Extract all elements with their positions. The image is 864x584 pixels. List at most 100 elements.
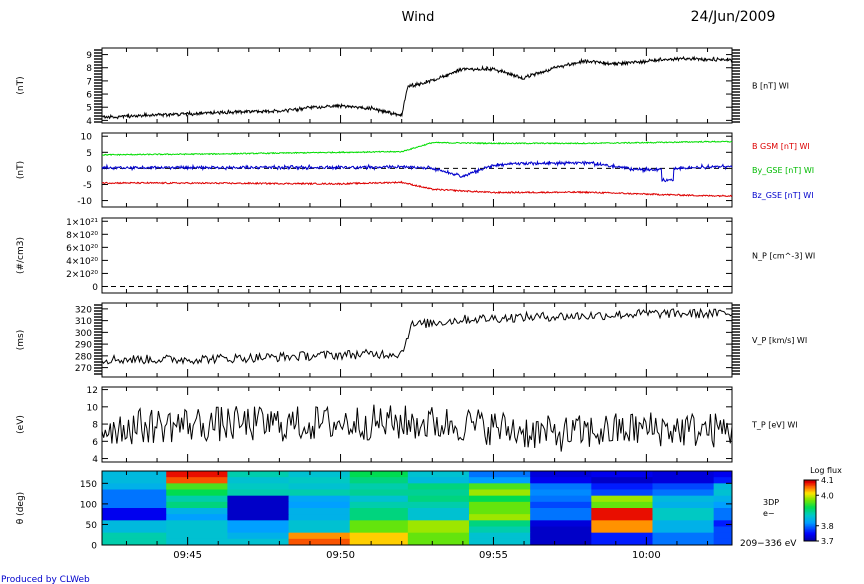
series-label: B [nT] WI [752, 82, 789, 91]
heatmap-cell [166, 526, 228, 534]
y-tick-label: -5 [83, 181, 92, 191]
heatmap-cell [288, 520, 351, 527]
heatmap-cell [102, 477, 167, 484]
heatmap-cell [102, 495, 167, 503]
heatmap-cell [652, 532, 715, 540]
y-tick-label: 6 [92, 438, 98, 448]
y-axis-label: (ms) [16, 330, 26, 350]
heatmap-cell [530, 526, 592, 534]
energy-range-label: 209−336 eV [740, 539, 797, 549]
heatmap-cell [349, 520, 409, 527]
y-tick-label: 8×10²⁰ [66, 231, 98, 241]
y-axis-label: (nT) [16, 76, 26, 94]
heatmap-cell [652, 495, 715, 503]
colorbar-swatch [804, 525, 816, 528]
heatmap-cell [591, 495, 653, 503]
y-tick-label: 1×10²¹ [66, 218, 98, 228]
y-tick-label: 6×10²⁰ [66, 244, 98, 254]
heatmap-cell [166, 495, 228, 503]
heatmap-cell [530, 514, 592, 521]
heatmap-cell [713, 520, 733, 527]
heatmap-cell [468, 483, 531, 490]
particle-label: e− [763, 509, 775, 518]
heatmap-cell [591, 471, 653, 478]
heatmap-cell [166, 483, 228, 490]
heatmap-cell [288, 489, 351, 497]
y-tick-label: 7 [86, 77, 92, 87]
y-tick-label: 0 [92, 283, 98, 293]
series-label: T_P [eV] WI [751, 421, 798, 430]
heatmap-cell [407, 489, 470, 497]
heatmap-cell [407, 495, 470, 503]
heatmap-cell [468, 489, 531, 497]
heatmap-cell [166, 520, 228, 527]
panel-frame-5 [101, 386, 733, 463]
heatmap-cell [166, 538, 228, 546]
heatmap-cell [227, 471, 290, 478]
heatmap-cell [349, 489, 409, 497]
heatmap-cell [102, 501, 167, 509]
heatmap-cell [349, 526, 409, 534]
heatmap-cell [591, 477, 653, 484]
heatmap-cell [652, 526, 715, 534]
y-tick-label: 50 [86, 521, 98, 531]
heatmap-cell [468, 471, 531, 478]
heatmap-cell [227, 489, 290, 497]
colorbar-swatch [804, 537, 816, 540]
heatmap-cell [102, 489, 167, 497]
heatmap-cell [166, 471, 228, 478]
heatmap-cell [227, 538, 290, 546]
heatmap-cell [407, 514, 470, 521]
series-line-bz-gse [101, 180, 733, 198]
heatmap-cell [530, 495, 592, 503]
colorbar-swatch [804, 522, 816, 525]
heatmap-cell [349, 483, 409, 490]
heatmap-cell [349, 514, 409, 521]
heatmap-cell [166, 489, 228, 497]
heatmap-cell [713, 532, 733, 540]
heatmap-cell [468, 495, 531, 503]
y-tick-label: 6 [86, 91, 92, 101]
colorbar-tick-label: 3.7 [821, 537, 834, 546]
heatmap-cell [468, 477, 531, 484]
heatmap-cell [227, 501, 290, 509]
y-axis-label: (#/cm3) [16, 237, 26, 274]
colorbar-swatch [804, 501, 816, 504]
y-tick-label: 310 [75, 317, 92, 327]
panel-frame-2 [101, 132, 733, 208]
panel-frame-6 [101, 470, 733, 546]
heatmap-cell [102, 471, 167, 478]
heatmap-cell [407, 501, 470, 509]
colorbar-title: Log flux [810, 466, 842, 475]
heatmap-cell [591, 508, 653, 515]
heatmap-cells [102, 471, 733, 546]
colorbar-swatch [804, 508, 816, 511]
heatmap-cell [407, 532, 470, 540]
heatmap-cell [407, 520, 470, 527]
series-line-vp [101, 307, 733, 366]
heatmap-cell [166, 508, 228, 515]
heatmap-cell [468, 501, 531, 509]
heatmap-cell [591, 538, 653, 546]
heatmap-cell [530, 508, 592, 515]
series-label: By_GSE [nT] WI [752, 166, 814, 175]
heatmap-cell [102, 538, 167, 546]
heatmap-cell [591, 501, 653, 509]
heatmap-cell [349, 495, 409, 503]
heatmap-cell [713, 538, 733, 546]
panel-frame-3 [101, 217, 733, 294]
colorbar-swatch [804, 516, 816, 519]
heatmap-cell [652, 514, 715, 521]
heatmap-cell [468, 526, 531, 534]
colorbar-swatch [804, 519, 816, 522]
heatmap-cell [713, 489, 733, 497]
colorbar-swatch [804, 487, 816, 490]
colorbar-swatch [804, 512, 816, 515]
heatmap-cell [227, 495, 290, 503]
heatmap-cell [591, 526, 653, 534]
colorbar-swatch [804, 496, 816, 499]
series-label: B GSM [nT] WI [752, 142, 810, 151]
x-tick-label: 09:50 [326, 550, 355, 561]
y-tick-label: 4 [92, 455, 98, 465]
